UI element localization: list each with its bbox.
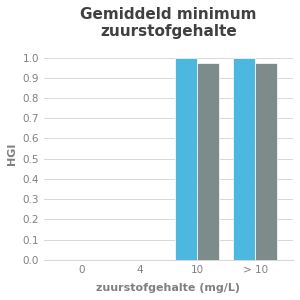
Bar: [197, 63, 220, 260]
X-axis label: zuurstofgehalte (mg/L): zuurstofgehalte (mg/L): [97, 283, 241, 293]
Y-axis label: HGI: HGI: [7, 142, 17, 165]
Title: Gemiddeld minimum
zuurstofgehalte: Gemiddeld minimum zuurstofgehalte: [80, 7, 257, 39]
Bar: [255, 63, 278, 260]
Bar: [233, 58, 255, 260]
Bar: [176, 58, 197, 260]
